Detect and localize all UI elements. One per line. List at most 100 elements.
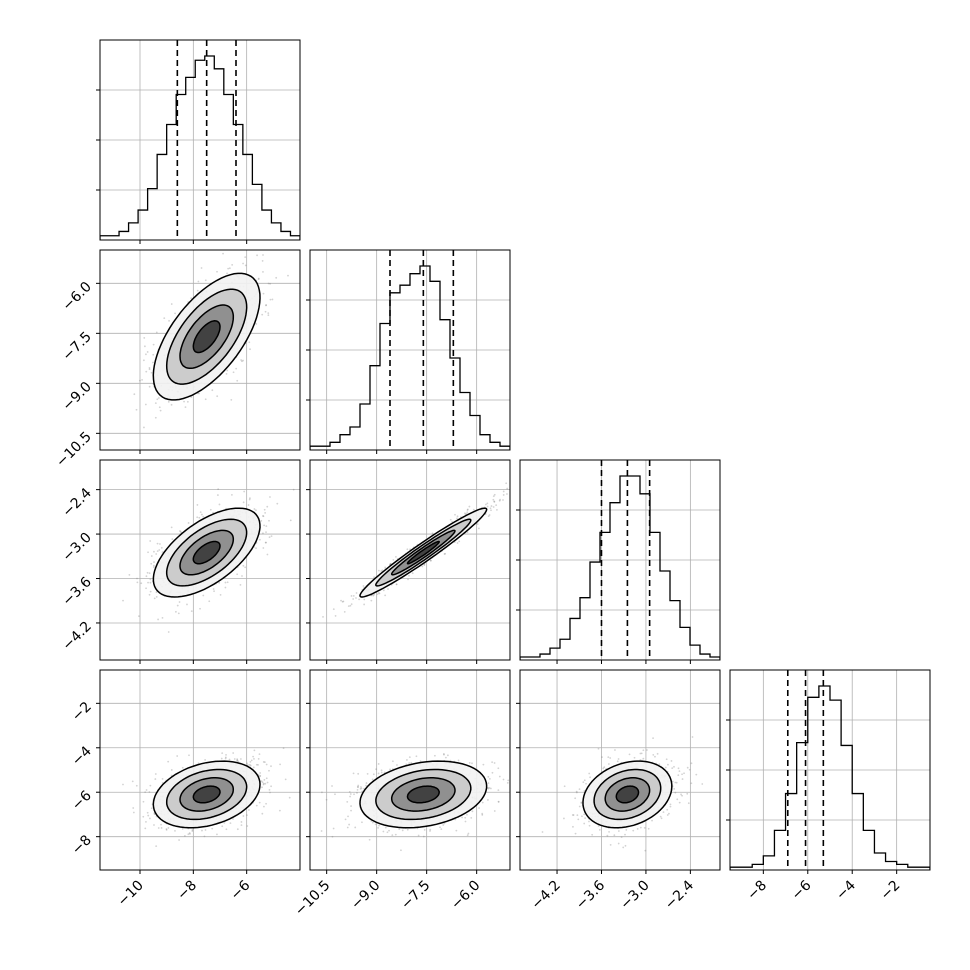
scatter-point xyxy=(253,749,256,752)
scatter-point xyxy=(481,812,484,815)
scatter-point xyxy=(259,774,262,777)
scatter-point xyxy=(269,791,271,794)
scatter-point xyxy=(266,505,269,508)
scatter-point xyxy=(179,530,182,533)
scatter-point xyxy=(284,778,287,781)
scatter-point xyxy=(170,526,173,529)
y-tick-label: −3.0 xyxy=(59,530,94,565)
scatter-point xyxy=(155,553,158,555)
scatter-point xyxy=(236,759,239,762)
scatter-point xyxy=(423,563,426,566)
scatter-point xyxy=(259,775,261,778)
scatter-point xyxy=(153,550,155,553)
scatter-point xyxy=(252,766,255,769)
scatter-point xyxy=(149,578,152,581)
scatter-point xyxy=(406,828,409,831)
scatter-point xyxy=(247,504,250,506)
scatter-point xyxy=(191,830,194,832)
scatter-point xyxy=(221,752,224,755)
scatter-point xyxy=(145,353,147,356)
scatter-point xyxy=(396,764,398,766)
scatter-point xyxy=(388,829,390,832)
scatter-point xyxy=(487,782,490,784)
scatter-point xyxy=(340,599,342,602)
scatter-point xyxy=(239,584,242,586)
scatter-point xyxy=(218,503,221,506)
scatter-point xyxy=(216,494,219,496)
scatter-point xyxy=(492,498,495,501)
scatter-point xyxy=(227,267,230,270)
scatter-point xyxy=(408,756,411,759)
scatter-point xyxy=(349,795,351,798)
scatter-point xyxy=(306,233,308,235)
scatter-point xyxy=(154,778,157,780)
scatter-point xyxy=(171,538,174,541)
scatter-point xyxy=(419,760,422,763)
scatter-point xyxy=(486,502,489,505)
scatter-point xyxy=(257,758,260,760)
scatter-point xyxy=(380,769,383,772)
scatter-point xyxy=(499,498,501,501)
scatter-point xyxy=(644,849,647,852)
scatter-point xyxy=(380,771,383,774)
scatter-point xyxy=(270,765,272,768)
scatter-point xyxy=(181,766,184,769)
scatter-point xyxy=(190,610,193,613)
scatter-point xyxy=(260,519,263,522)
scatter-point xyxy=(464,816,467,819)
scatter-point xyxy=(216,395,219,398)
scatter-point xyxy=(261,812,264,815)
scatter-point xyxy=(219,594,222,596)
scatter-point xyxy=(423,829,426,831)
scatter-point xyxy=(133,393,136,396)
scatter-point xyxy=(263,805,265,808)
scatter-point xyxy=(264,782,267,785)
scatter-point xyxy=(156,542,159,545)
scatter-point xyxy=(507,779,510,782)
scatter-point xyxy=(265,763,268,766)
scatter-point xyxy=(659,815,662,818)
scatter-point xyxy=(150,807,153,810)
scatter-point xyxy=(411,572,414,575)
scatter-point xyxy=(255,323,258,325)
contour-line xyxy=(179,529,235,576)
y-tick-label: −10.5 xyxy=(53,429,95,471)
scatter-point xyxy=(167,827,170,829)
scatter-point xyxy=(228,758,231,761)
scatter-point xyxy=(179,530,181,532)
scatter-point xyxy=(262,515,264,517)
scatter-point xyxy=(449,518,452,521)
scatter-point xyxy=(264,512,267,514)
scatter-point xyxy=(430,559,432,562)
scatter-point xyxy=(132,807,135,809)
scatter-point xyxy=(442,824,445,826)
scatter-point xyxy=(497,800,500,803)
scatter-point xyxy=(184,406,187,409)
scatter-point xyxy=(380,570,383,573)
scatter-point xyxy=(348,823,351,826)
scatter-point xyxy=(476,523,479,525)
scatter-point xyxy=(325,798,328,801)
contour-line xyxy=(179,777,235,812)
scatter-point xyxy=(502,490,505,493)
scatter-point xyxy=(170,769,173,771)
scatter-point xyxy=(656,752,659,755)
scatter-point xyxy=(278,809,281,812)
scatter-point xyxy=(170,303,173,305)
scatter-point xyxy=(242,262,244,265)
scatter-point xyxy=(362,585,365,587)
panel-frame xyxy=(99,459,301,661)
scatter-point xyxy=(143,426,145,429)
scatter-point xyxy=(357,772,360,775)
scatter-point xyxy=(352,772,355,775)
scatter-point xyxy=(152,353,155,356)
scatter-point xyxy=(422,835,425,838)
scatter-point xyxy=(262,292,265,295)
scatter-point xyxy=(140,582,143,585)
scatter-point xyxy=(242,815,245,817)
scatter-point xyxy=(122,783,124,786)
scatter-point xyxy=(444,552,447,555)
scatter-point xyxy=(178,839,180,841)
contour-line xyxy=(192,540,221,565)
scatter-point xyxy=(387,588,389,590)
